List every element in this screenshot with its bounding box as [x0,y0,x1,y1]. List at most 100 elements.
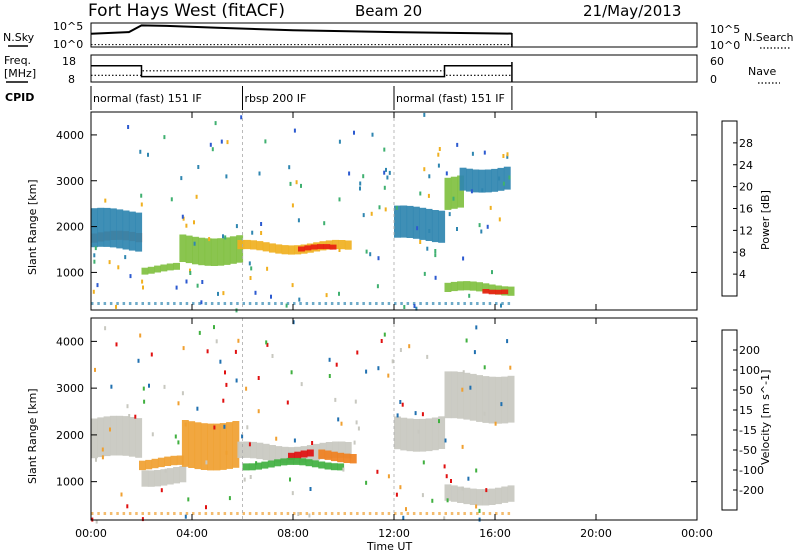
velocity-scatter-cell [243,477,246,482]
power-ground-cell [343,302,346,305]
power-scatter-cell [193,220,195,225]
velocity-cell [425,418,433,452]
power-scatter-cell [338,291,340,296]
velocity-ground-cell [394,512,397,515]
velocity-scatter-cell [355,420,358,425]
cpid-panel-content: normal (fast) 151 IF rbsp 200 IF normal (f… [90,86,513,110]
noise-left-tick-bottom: 10^0 [53,38,83,51]
power-scatter-cell [371,132,374,137]
power-scatter-cell [295,180,298,185]
beam-title: Beam 20 [355,2,422,20]
velocity-scatter-cell [421,493,424,498]
velocity-scatter-cell [475,325,478,330]
velocity-scatter-cell [245,386,248,391]
noise-right-tick-bottom: 10^0 [710,39,740,52]
velocity-cell [122,416,130,456]
power-y-tick-label: 2000 [56,221,84,234]
velocity-ground-cell [280,512,283,515]
velocity-scatter-cell [328,374,331,378]
power-cell [275,244,283,254]
velocity-cell [135,418,143,458]
power-scatter-cell [500,303,502,308]
velocity-cell [476,489,483,506]
cpid-label: CPID [5,91,34,104]
power-cell [488,289,496,295]
power-ground-cell [406,302,410,305]
velocity-scatter-cell [311,441,314,445]
velocity-ground-cell [192,512,195,515]
velocity-colorbar-tick-label: 50 [739,384,753,397]
power-scatter-cell [416,226,419,231]
velocity-cell [349,454,357,464]
velocity-cell [176,455,184,465]
velocity-cell [255,462,262,470]
power-ground-cell [210,302,214,305]
velocity-ground-cell [507,512,511,515]
velocity-scatter-cell [461,444,464,449]
power-ground-cell [311,302,315,305]
power-scatter-cell [108,260,111,265]
velocity-scatter-cell [509,365,512,370]
velocity-scatter-cell [141,517,144,522]
power-scatter-cell [147,152,149,157]
velocity-cell [194,422,202,470]
cpid-segment-label: normal (fast) 151 IF [93,92,202,105]
power-cell [457,281,464,291]
power-colorbar-tick-label: 28 [739,137,753,150]
power-scatter-cell [181,214,184,219]
power-cell [160,264,168,272]
power-cell [459,167,467,191]
velocity-scatter-cell [95,519,98,524]
velocity-scatter-cell [110,384,113,389]
power-scatter-cell [385,167,387,172]
velocity-y-tick-label: 3000 [56,382,84,395]
velocity-scatter-cell [399,400,402,404]
power-scatter-cell [293,128,296,133]
power-cell [116,209,124,249]
velocity-cell [419,418,427,452]
power-cell [472,169,480,193]
velocity-cell [248,463,256,471]
velocity-cell [179,465,187,483]
velocity-scatter-cell [446,498,449,503]
velocity-scatter-cell [271,354,274,358]
power-cell [256,241,264,251]
velocity-scatter-cell [275,436,278,441]
velocity-cell [457,371,464,419]
time-tick-label: 12:00 [378,527,410,540]
power-cell [444,177,452,210]
power-cell [438,210,446,243]
power-cell [192,236,199,265]
velocity-scatter-cell [219,359,222,364]
time-tick-label: 16:00 [479,527,511,540]
power-ground-cell [109,302,113,305]
velocity-ground-cell [261,512,264,515]
velocity-scatter-cell [241,434,244,439]
power-scatter-cell [142,285,144,290]
velocity-scatter-cell [401,402,404,407]
power-cell [166,263,174,271]
velocity-cell [294,451,302,459]
velocity-scatter-cell [248,442,251,447]
velocity-cell [394,416,401,450]
velocity-cell [103,416,111,457]
velocity-scatter-cell [224,370,226,375]
velocity-ground-cell [229,512,233,515]
power-cell [250,240,257,250]
velocity-cell [507,375,515,423]
velocity-ground-cell [274,512,277,515]
power-cell [394,205,401,238]
power-y-tick-label: 1000 [56,266,84,279]
power-heatmap [91,112,515,313]
power-scatter-cell [370,211,373,216]
velocity-ground-cell [311,512,315,515]
velocity-scatter-cell [126,504,129,509]
velocity-scatter-cell [391,359,394,364]
velocity-scatter-cell [334,397,337,402]
power-ground-cell [457,302,460,305]
velocity-scatter-cell [354,399,357,404]
velocity-ground-cell [286,512,290,515]
power-scatter-cell [92,289,95,294]
velocity-cell [400,417,408,451]
power-scatter-cell [163,135,166,140]
